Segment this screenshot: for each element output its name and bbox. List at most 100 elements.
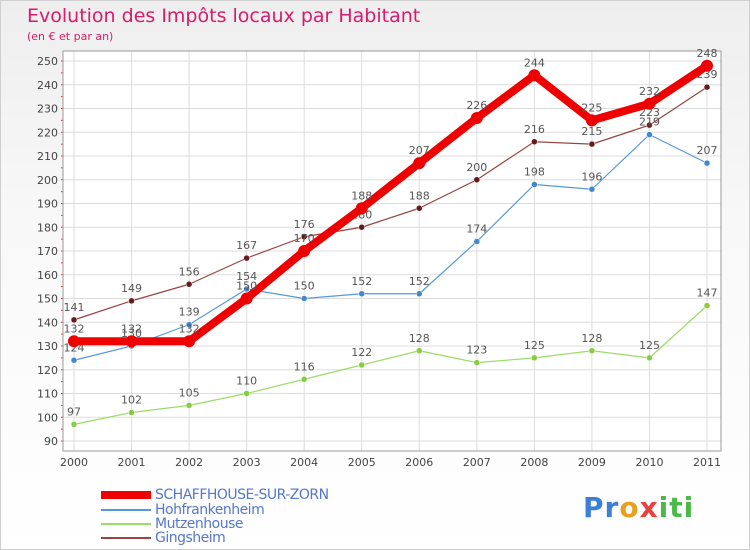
data-point-mutzenhouse [358, 361, 365, 369]
legend-label-mutzenhouse: Mutzenhouse [155, 516, 244, 532]
x-tick-label: 2009 [578, 456, 606, 469]
data-label-gingsheim: 200 [466, 161, 487, 174]
data-point-gingsheim [300, 233, 308, 240]
logo-part-1: Pr [583, 491, 620, 524]
y-tick-label: 90 [44, 435, 58, 448]
data-point-mutzenhouse [416, 347, 423, 354]
legend-item-schaffhouse: SCHAFFHOUSE-SUR-ZORN [101, 487, 329, 503]
data-point-hohfrankenheim [646, 131, 653, 138]
x-tick-label: 2004 [290, 456, 318, 469]
data-label-mutzenhouse: 125 [524, 339, 545, 352]
legend-label-hohfrankenheim: Hohfrankenheim [155, 502, 265, 518]
data-label-mutzenhouse: 102 [121, 394, 142, 407]
data-label-schaffhouse-sur-zorn: 226 [466, 99, 487, 112]
data-point-gingsheim [703, 83, 711, 91]
x-tick-label: 2000 [60, 456, 88, 469]
legend-label-schaffhouse: SCHAFFHOUSE-SUR-ZORN [155, 487, 329, 503]
data-label-gingsheim: 215 [581, 125, 602, 138]
data-label-gingsheim: 141 [64, 301, 85, 314]
y-tick-label: 160 [37, 269, 58, 282]
data-label-mutzenhouse: 105 [179, 386, 200, 399]
plot-border [62, 50, 722, 452]
series-line-gingsheim [73, 86, 708, 321]
data-label-schaffhouse-sur-zorn: 248 [697, 47, 718, 60]
data-point-mutzenhouse [243, 390, 250, 397]
data-point-schaffhouse-sur-zorn [413, 157, 426, 170]
proxiti-logo: Proxiti [583, 491, 694, 524]
y-tick-label: 150 [37, 293, 58, 306]
series-line-hohfrankenheim [73, 134, 708, 361]
series-line-mutzenhouse [73, 305, 708, 425]
data-point-mutzenhouse [128, 409, 135, 416]
data-point-mutzenhouse [185, 402, 193, 409]
x-tick-label: 2005 [348, 456, 376, 469]
data-point-schaffhouse-sur-zorn [585, 114, 598, 127]
y-tick-label: 190 [37, 198, 58, 211]
data-label-schaffhouse-sur-zorn: 225 [581, 101, 602, 114]
data-point-mutzenhouse [300, 376, 308, 383]
x-tick-label: 2008 [520, 456, 548, 469]
data-label-schaffhouse-sur-zorn: 150 [236, 280, 257, 293]
data-point-schaffhouse-sur-zorn [355, 202, 368, 215]
data-point-mutzenhouse [588, 347, 596, 354]
legend-swatch-gingsheim [101, 537, 151, 539]
y-tick-label: 120 [37, 364, 58, 377]
data-label-gingsheim: 216 [524, 123, 545, 136]
x-tick-label: 2001 [118, 456, 146, 469]
data-point-schaffhouse-sur-zorn [125, 335, 138, 348]
data-point-hohfrankenheim [243, 285, 250, 293]
y-tick-label: 110 [37, 388, 58, 401]
data-point-gingsheim [243, 254, 250, 262]
data-point-schaffhouse-sur-zorn [68, 335, 80, 348]
data-point-schaffhouse-sur-zorn [240, 292, 253, 305]
data-label-gingsheim: 176 [294, 218, 315, 231]
y-tick-label: 220 [37, 126, 58, 139]
data-point-hohfrankenheim [358, 290, 365, 297]
x-tick-label: 2002 [175, 456, 203, 469]
data-point-gingsheim [473, 176, 481, 183]
data-point-gingsheim [185, 281, 193, 288]
chart-title: Evolution des Impôts locaux par Habitant [27, 5, 421, 27]
chart-subtitle: (en € et par an) [27, 30, 114, 43]
data-point-hohfrankenheim [300, 295, 308, 302]
data-label-hohfrankenheim: 207 [697, 144, 718, 157]
data-label-schaffhouse-sur-zorn: 170 [294, 232, 315, 245]
x-tick-label: 2010 [635, 456, 663, 469]
data-label-schaffhouse-sur-zorn: 132 [179, 322, 200, 335]
y-tick-label: 140 [37, 316, 58, 329]
data-point-hohfrankenheim [588, 186, 596, 193]
data-label-mutzenhouse: 128 [409, 332, 430, 345]
x-tick-label: 2003 [233, 456, 261, 469]
y-tick-label: 170 [37, 245, 58, 258]
legend-label-gingsheim: Gingsheim [155, 530, 226, 546]
data-point-mutzenhouse [646, 354, 653, 362]
data-label-mutzenhouse: 128 [581, 332, 602, 345]
data-point-gingsheim [128, 297, 135, 305]
data-label-hohfrankenheim: 130 [121, 327, 142, 340]
data-label-gingsheim: 188 [409, 189, 430, 202]
legend-swatch-hohfrankenheim [101, 509, 151, 511]
y-tick-label: 240 [37, 79, 58, 92]
data-label-gingsheim: 156 [179, 265, 200, 278]
data-label-mutzenhouse: 147 [697, 287, 718, 300]
data-point-gingsheim [70, 316, 78, 324]
data-label-schaffhouse-sur-zorn: 207 [409, 144, 430, 157]
data-label-hohfrankenheim: 154 [236, 270, 257, 283]
data-point-schaffhouse-sur-zorn [701, 59, 713, 72]
data-label-schaffhouse-sur-zorn: 132 [121, 322, 142, 335]
data-point-gingsheim [588, 140, 596, 148]
data-label-mutzenhouse: 122 [351, 346, 372, 359]
data-point-hohfrankenheim [703, 159, 711, 167]
y-tick-label: 200 [37, 174, 58, 187]
legend-item-mutzenhouse: Mutzenhouse [101, 516, 244, 532]
logo-part-4: iti [658, 491, 695, 524]
y-tick-label: 250 [37, 55, 58, 68]
data-label-hohfrankenheim: 198 [524, 166, 545, 179]
y-tick-label: 230 [37, 103, 58, 116]
data-point-gingsheim [646, 121, 653, 129]
data-point-gingsheim [531, 138, 538, 145]
data-label-hohfrankenheim: 139 [179, 306, 200, 319]
x-tick-label: 2006 [405, 456, 433, 469]
